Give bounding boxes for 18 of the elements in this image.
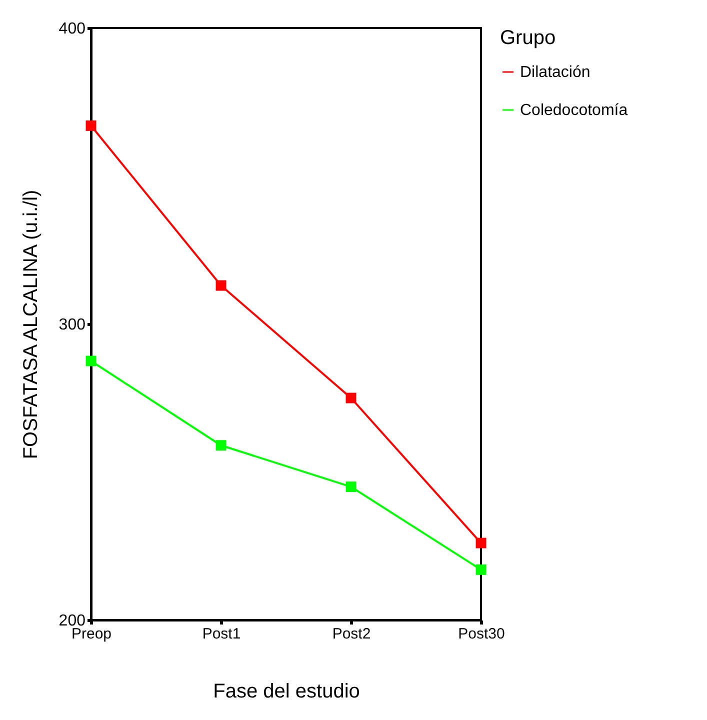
y-tick-label: 300 [58,316,86,334]
x-tick-label: Post1 [202,626,241,642]
y-tick-label: 400 [58,20,86,38]
point [216,440,226,451]
x-tick-label: Post2 [332,626,371,642]
point [86,120,96,131]
y-axis-title: FOSFATASA ALCALINA (u.i./l) [20,190,42,460]
point [346,482,356,492]
point [476,538,486,548]
x-tick-label: Post30 [458,626,505,642]
point [216,280,226,291]
legend-label: Dilatación [520,64,590,81]
legend-title: Grupo [500,27,556,49]
legend-label: Coledocotomía [520,102,628,119]
point [476,564,486,575]
point [86,356,96,366]
point [346,392,356,404]
x-axis-title: Fase del estudio [213,680,360,702]
